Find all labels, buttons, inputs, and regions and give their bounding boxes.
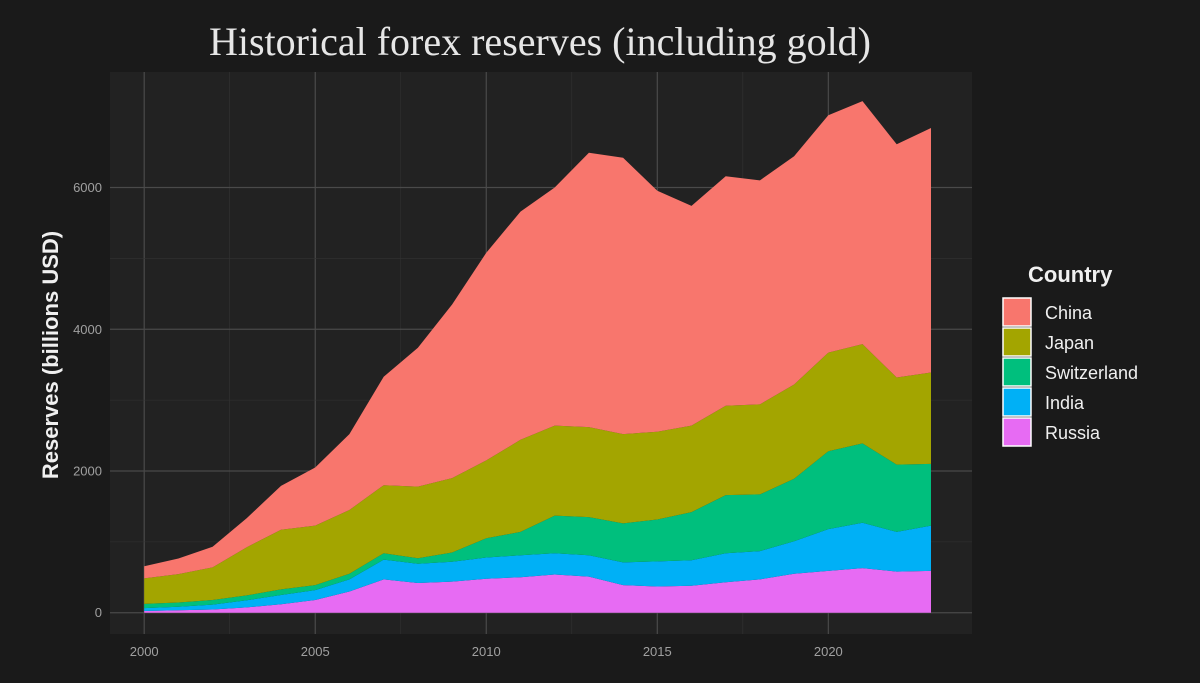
area-india	[144, 522, 931, 611]
y-tick-label: 6000	[73, 180, 102, 195]
x-tick-label: 2020	[814, 644, 843, 659]
y-axis-label: Reserves (billions USD)	[38, 231, 63, 479]
x-tick-label: 2015	[643, 644, 672, 659]
legend-swatch-china	[1002, 297, 1032, 327]
legend-title: Country	[1028, 262, 1113, 287]
legend-swatch-india	[1002, 387, 1032, 417]
legend-items: China Japan Switzerland India Russia	[1002, 297, 1138, 447]
y-axis-ticks: 0 2000 4000 6000	[73, 180, 102, 620]
x-tick-label: 2005	[301, 644, 330, 659]
legend-label-japan: Japan	[1045, 333, 1094, 353]
chart-title: Historical forex reserves (including gol…	[209, 19, 871, 64]
legend-label-china: China	[1045, 303, 1093, 323]
legend-swatch-japan	[1002, 327, 1032, 357]
area-switzerland	[144, 443, 931, 609]
area-russia	[144, 568, 931, 613]
legend-label-russia: Russia	[1045, 423, 1101, 443]
legend-swatch-russia	[1002, 417, 1032, 447]
y-tick-label: 4000	[73, 322, 102, 337]
legend-label-india: India	[1045, 393, 1085, 413]
x-tick-label: 2000	[130, 644, 159, 659]
x-axis-ticks: 2000 2005 2010 2015 2020	[130, 644, 843, 659]
area-china	[144, 101, 931, 579]
legend-label-switzerland: Switzerland	[1045, 363, 1138, 383]
legend-swatch-switzerland	[1002, 357, 1032, 387]
y-tick-label: 2000	[73, 463, 102, 478]
y-tick-label: 0	[95, 605, 102, 620]
legend: Country China Japan Switzerland India Russia	[1002, 262, 1138, 447]
area-japan	[144, 344, 931, 604]
x-tick-label: 2010	[472, 644, 501, 659]
area-series	[144, 101, 931, 613]
